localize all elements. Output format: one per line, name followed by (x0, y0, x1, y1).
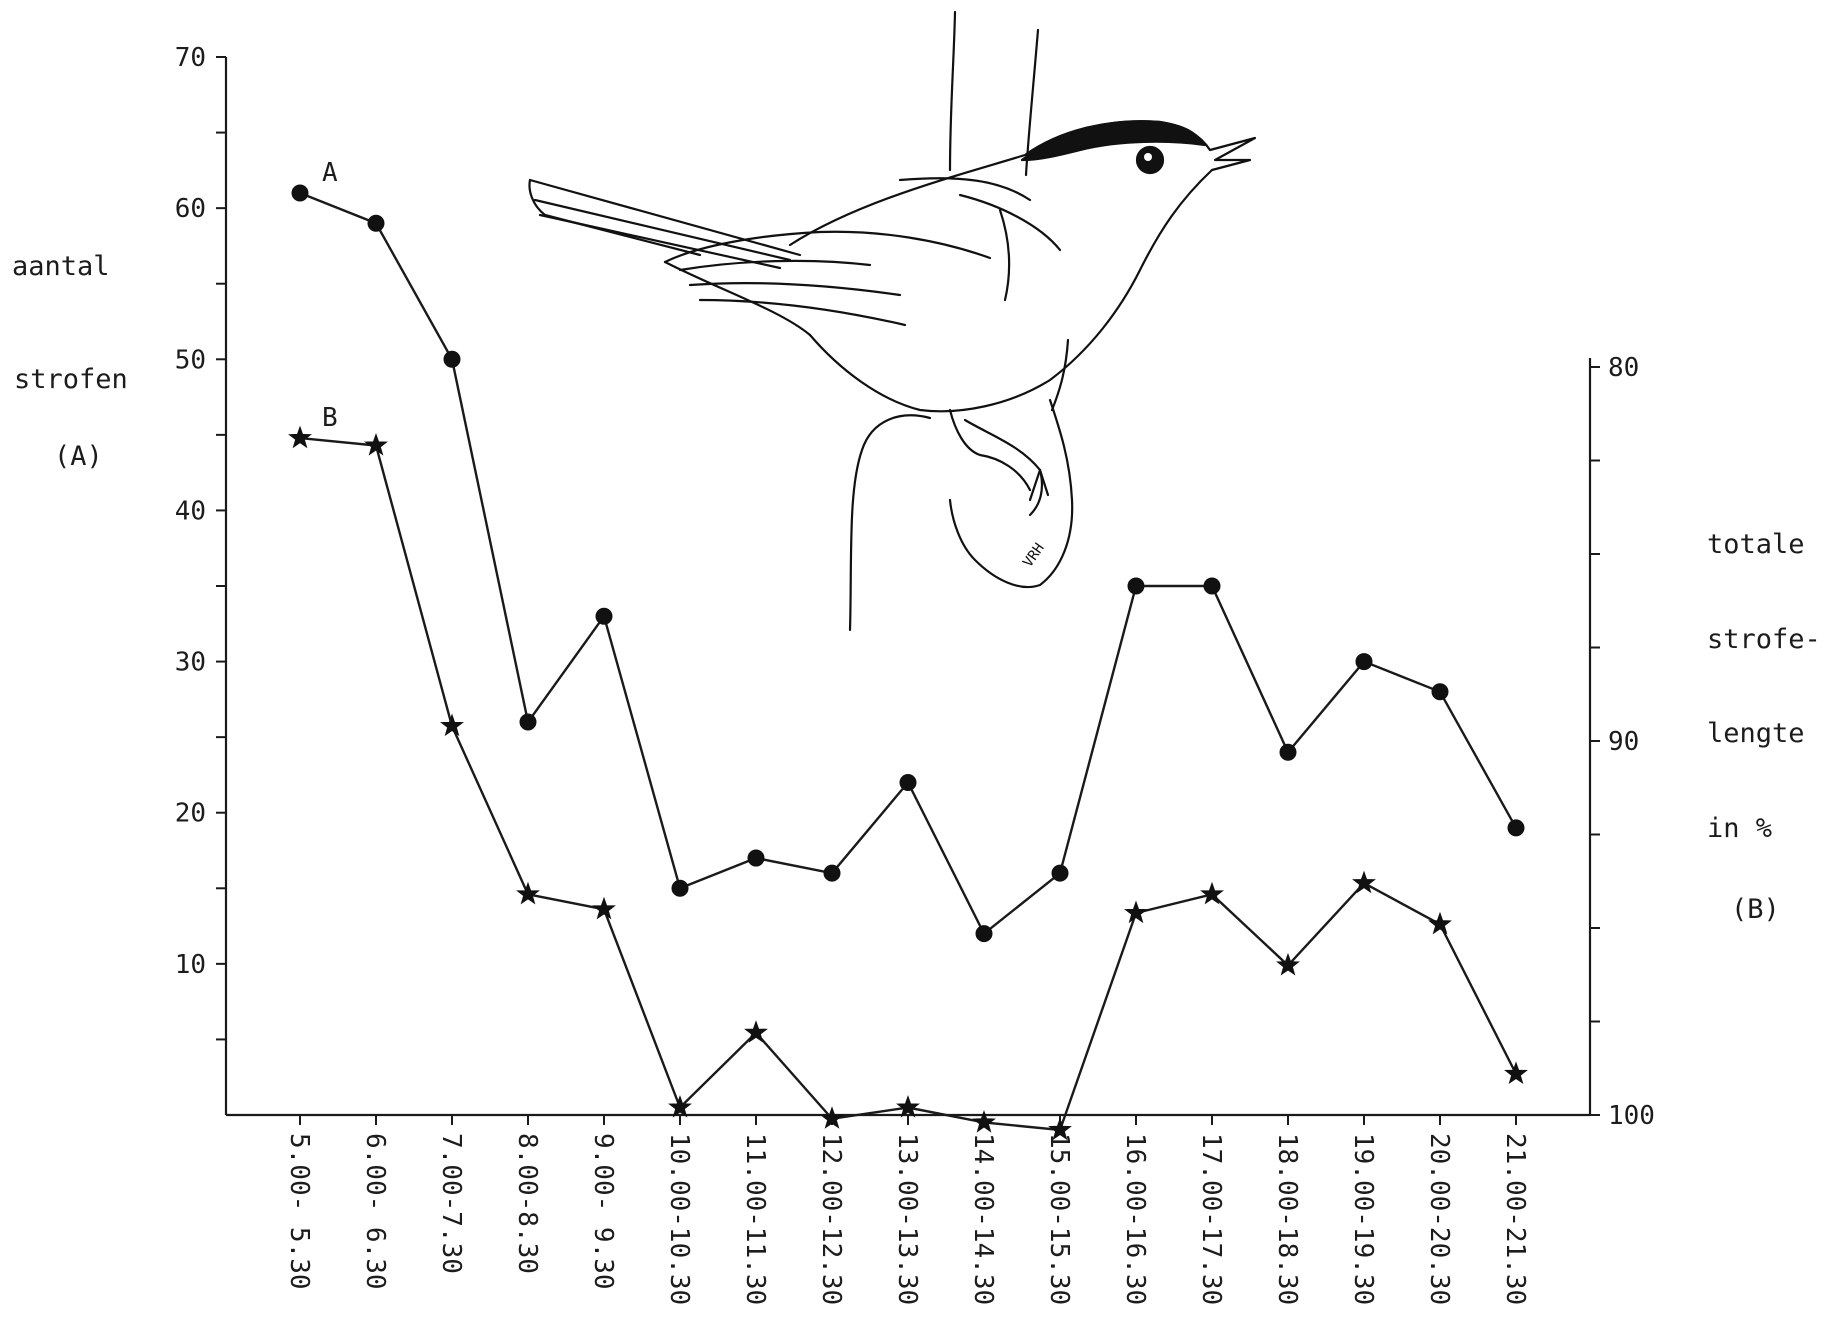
right-tick-label: 90 (1608, 727, 1639, 757)
x-tick-label: 13.00-13.30 (892, 1133, 922, 1305)
data-point (1051, 864, 1069, 882)
left-axis-ticks: 10 20 30 40 50 60 70 (175, 43, 226, 1041)
data-point (1203, 577, 1221, 595)
x-tick-label: 5.00- 5.30 (284, 1133, 314, 1290)
illustration-signature: VRH (1020, 540, 1048, 570)
data-point (519, 713, 537, 731)
x-tick-label: 6.00- 6.30 (360, 1133, 390, 1290)
series-line-a (299, 191, 1518, 936)
data-point (592, 896, 616, 920)
data-point (1279, 743, 1297, 761)
data-point (1507, 819, 1525, 837)
left-tick-label: 20 (175, 799, 206, 829)
data-point (671, 879, 689, 897)
x-axis-ticks: 5.00- 5.30 6.00- 6.30 7.00-7.30 8.00-8.30 9.… (284, 1115, 1530, 1305)
data-point (747, 849, 765, 867)
left-tick-label: 40 (175, 496, 206, 526)
x-tick-label: 18.00-18.30 (1272, 1133, 1302, 1305)
series-b: B (288, 403, 1528, 1141)
data-point (1352, 870, 1376, 894)
data-point (899, 773, 917, 791)
left-tick-label: 50 (175, 345, 206, 375)
data-point (820, 1106, 844, 1129)
data-point (1048, 1117, 1072, 1141)
right-axis-label-line: in % (1707, 813, 1772, 844)
data-point (1355, 653, 1373, 671)
data-point (516, 881, 540, 905)
right-axis-label-line: strofe- (1707, 624, 1821, 655)
data-point (1200, 881, 1224, 905)
data-point (1431, 683, 1449, 701)
left-axis-label-line: strofen (14, 364, 128, 395)
left-tick-label: 30 (175, 648, 206, 678)
bird-illustration: VRH (528, 10, 1257, 632)
left-axis-label-line: aantal (12, 251, 110, 282)
data-point (975, 925, 993, 943)
data-point (595, 607, 613, 625)
right-tick-label: 80 (1608, 353, 1639, 383)
right-tick-label: 100 (1608, 1101, 1655, 1131)
data-point (367, 214, 385, 232)
x-tick-label: 15.00-15.30 (1044, 1133, 1074, 1305)
data-point (443, 350, 461, 368)
data-point (1124, 900, 1148, 924)
left-axis-label: aantal strofen (A) (12, 251, 128, 472)
data-point (1504, 1061, 1528, 1084)
data-point (896, 1094, 920, 1118)
data-point (1428, 911, 1452, 935)
data-point (1127, 577, 1145, 595)
data-point (288, 425, 312, 449)
x-tick-label: 17.00-17.30 (1196, 1133, 1226, 1305)
x-tick-label: 12.00-12.30 (816, 1133, 846, 1305)
series-label: B (322, 403, 338, 433)
left-axis-label-line: (A) (54, 441, 103, 472)
left-tick-label: 10 (175, 950, 206, 980)
data-point (972, 1110, 996, 1133)
data-point (744, 1020, 768, 1043)
right-axis-label-line: totale (1707, 529, 1805, 560)
right-axis-label: totale strofe-lengte in % (B) (1707, 529, 1821, 925)
x-tick-label: 21.00-21.30 (1500, 1133, 1530, 1305)
right-axis-label-line: lengte (1707, 718, 1805, 749)
data-point (440, 713, 464, 737)
x-tick-label: 7.00-7.30 (436, 1133, 466, 1274)
left-tick-label: 70 (175, 43, 206, 73)
x-tick-label: 16.00-16.30 (1120, 1133, 1150, 1305)
data-point (291, 184, 309, 202)
series-group: AB (288, 158, 1528, 1141)
x-tick-label: 20.00-20.30 (1424, 1133, 1454, 1305)
x-tick-label: 9.00- 9.30 (588, 1133, 618, 1290)
data-point (1276, 952, 1300, 976)
right-axis-label-line: (B) (1731, 894, 1780, 925)
series-a: A (291, 158, 1525, 943)
right-axis-ticks: 80 90 100 (1590, 353, 1655, 1131)
x-tick-label: 11.00-11.30 (740, 1133, 770, 1305)
x-tick-label: 14.00-14.30 (968, 1133, 998, 1305)
x-tick-label: 19.00-19.30 (1348, 1133, 1378, 1305)
data-point (364, 432, 388, 456)
x-tick-label: 10.00-10.30 (664, 1133, 694, 1305)
data-point (668, 1094, 692, 1118)
data-point (823, 864, 841, 882)
x-tick-label: 8.00-8.30 (512, 1133, 542, 1274)
series-label: A (322, 158, 338, 188)
left-tick-label: 60 (175, 194, 206, 224)
